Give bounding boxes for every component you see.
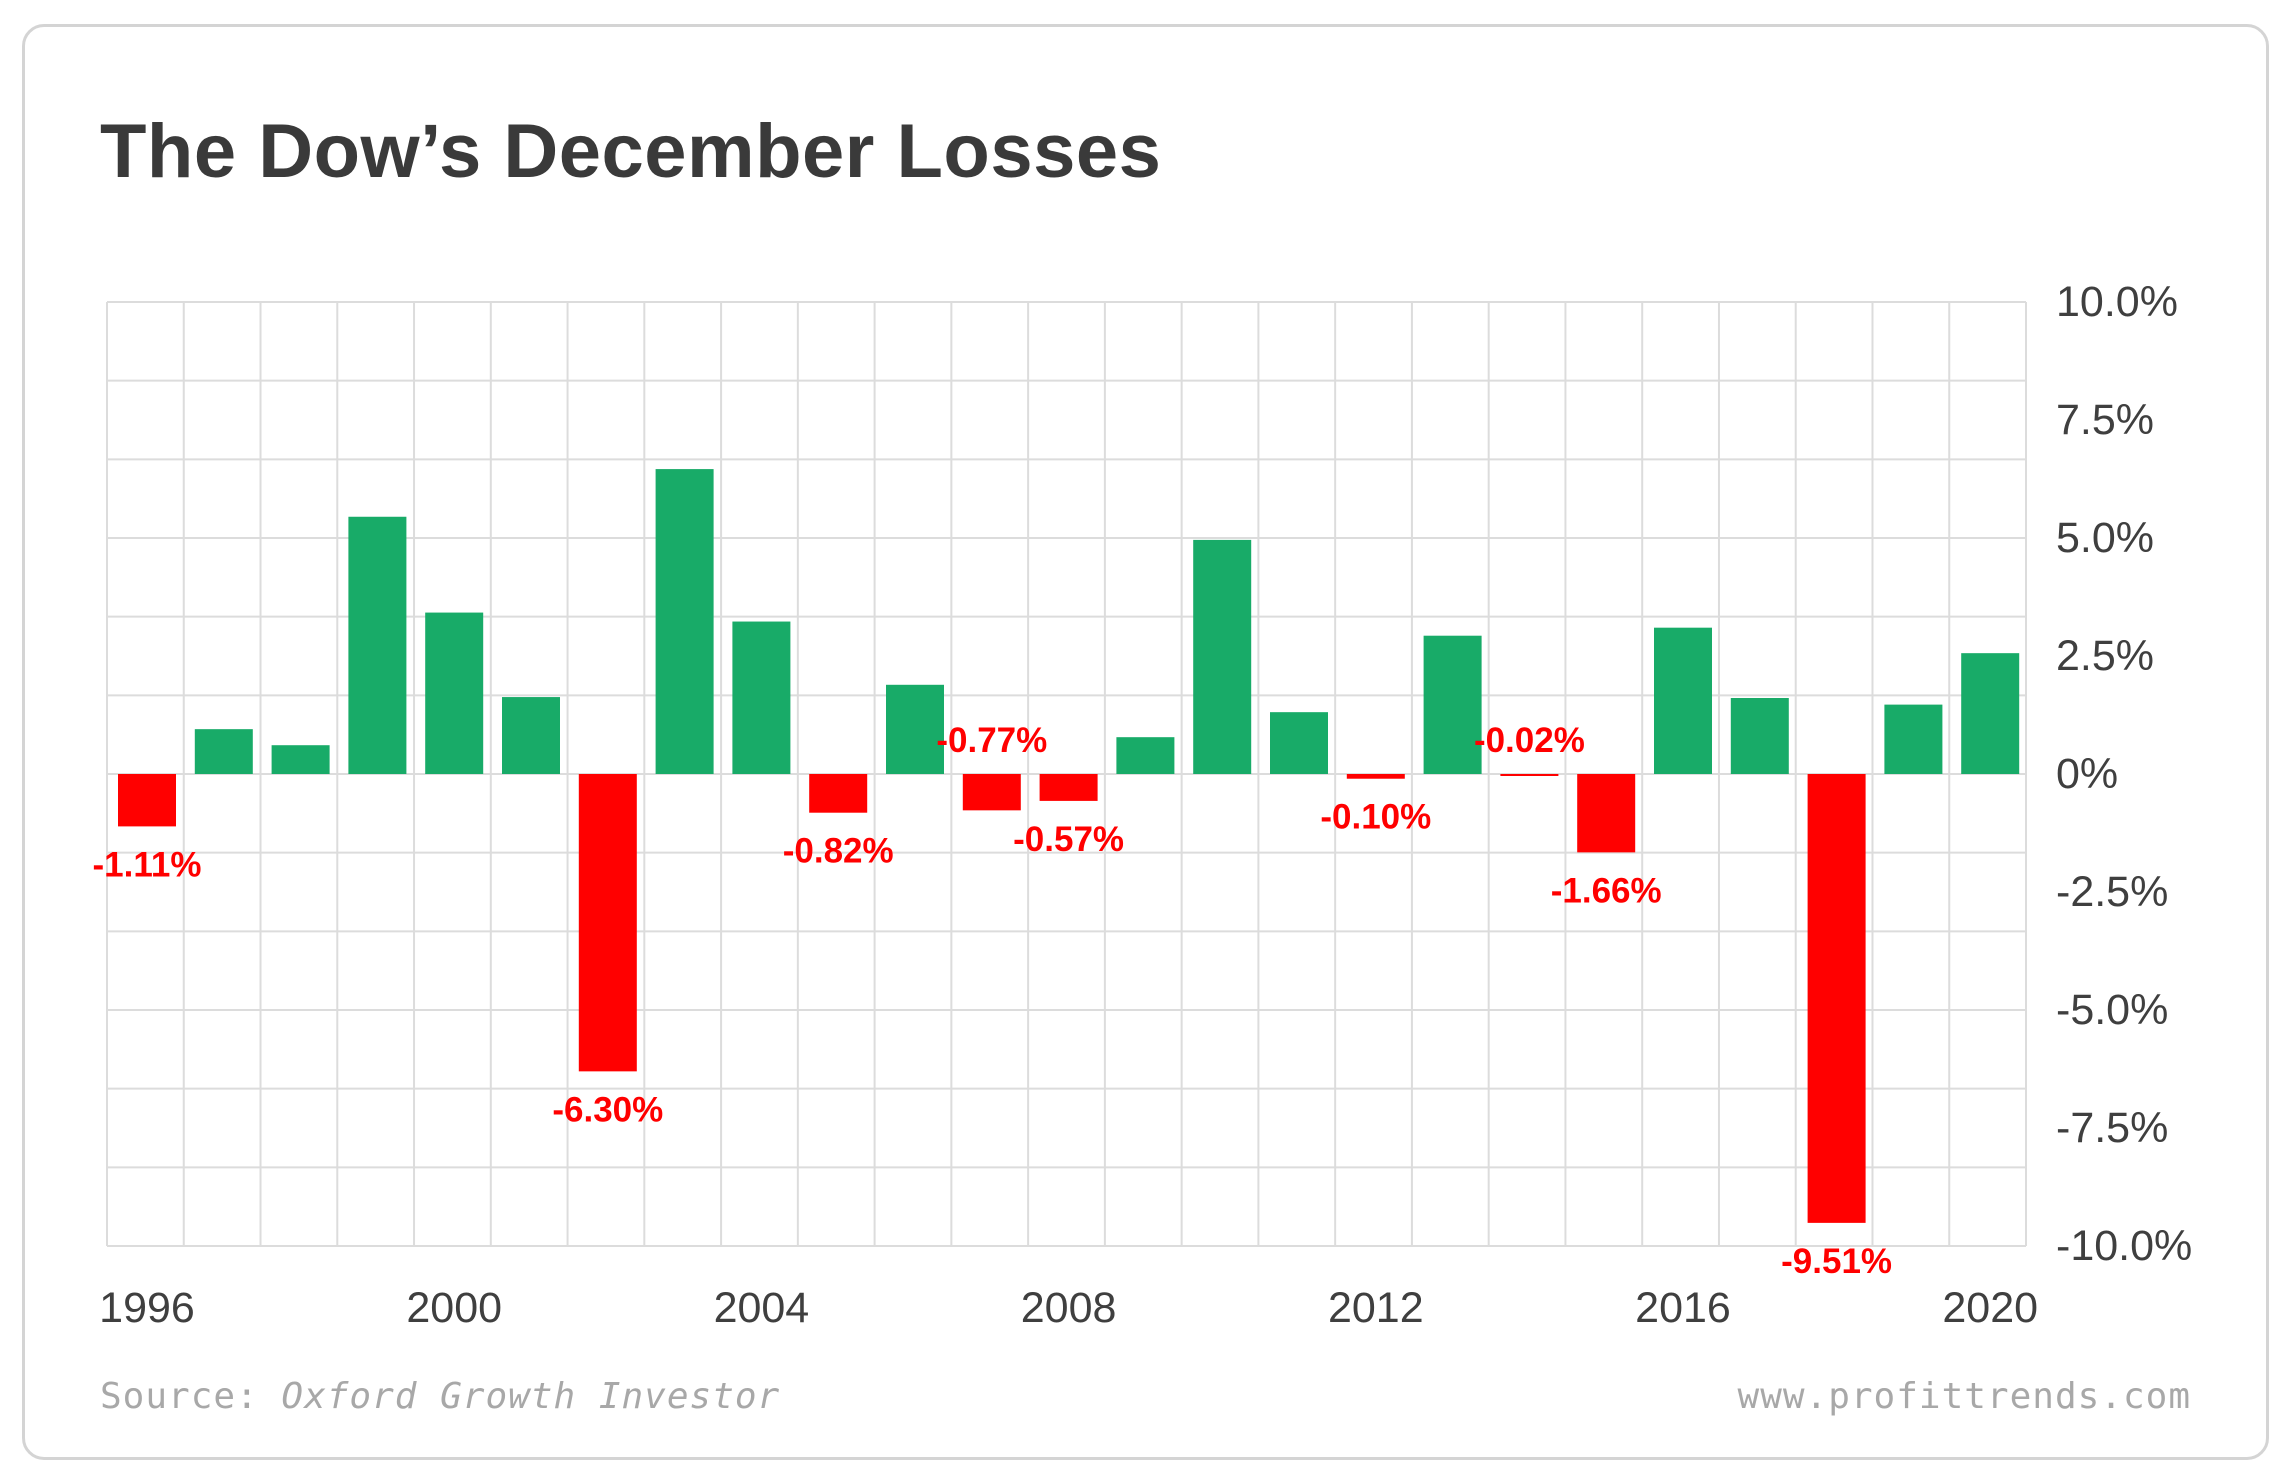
data-label-2014: -0.02% [1474, 721, 1585, 760]
bar-2004 [732, 621, 791, 774]
bar-2001 [502, 697, 560, 774]
y-tick-label: 2.5% [2056, 632, 2154, 680]
bar-1996 [118, 774, 176, 827]
y-tick-label: 0% [2056, 750, 2118, 798]
y-tick-label: -2.5% [2056, 868, 2168, 916]
bar-2000 [425, 612, 484, 774]
bar-2010 [1193, 539, 1252, 774]
x-tick-label: 2012 [1328, 1284, 1424, 1332]
y-tick-label: -7.5% [2056, 1104, 2168, 1152]
source-name: Oxford Growth Investor [281, 1376, 781, 1417]
bar-1998 [271, 745, 330, 774]
data-label-2012: -0.10% [1320, 798, 1431, 837]
bar-2003 [655, 469, 714, 774]
data-label-2007: -0.77% [936, 721, 1047, 760]
bar-1997 [194, 729, 253, 774]
bar-2013 [1423, 635, 1482, 774]
bar-2016 [1654, 627, 1712, 774]
bar-2019 [1884, 704, 1943, 774]
x-tick-label: 2008 [1021, 1284, 1117, 1332]
y-tick-label: 7.5% [2056, 396, 2154, 444]
data-label-2008: -0.57% [1013, 820, 1124, 859]
bar-2012 [1346, 774, 1405, 779]
source-prefix: Source: [100, 1376, 282, 1417]
bars [118, 469, 2020, 1223]
data-labels: -1.11% -6.30% -0.82% -0.77% -0.57% -0.10% -0.0… [93, 721, 1893, 1281]
website-url: www.profittrends.com [1737, 1376, 2191, 1417]
bar-2018 [1807, 774, 1866, 1223]
data-label-2002: -6.30% [552, 1090, 663, 1129]
bar-2002 [578, 774, 637, 1072]
bar-2020 [1961, 653, 2020, 774]
bar-2015 [1577, 774, 1636, 853]
bar-2008 [1039, 774, 1098, 801]
bar-2006 [886, 684, 944, 774]
data-label-2005: -0.82% [783, 832, 894, 871]
y-axis: 10.0% 7.5% 5.0% 2.5% 0% -2.5% -5.0% -7.5% -10.0% [2056, 278, 2192, 1270]
data-label-2018: -9.51% [1781, 1242, 1892, 1281]
bar-2014 [1500, 774, 1559, 776]
data-label-2015: -1.66% [1551, 871, 1662, 910]
x-tick-label: 2016 [1635, 1284, 1731, 1332]
y-tick-label: 10.0% [2056, 278, 2178, 326]
bar-2007 [962, 774, 1021, 811]
bar-2017 [1730, 698, 1789, 774]
bar-1999 [348, 516, 407, 774]
y-tick-label: -10.0% [2056, 1222, 2192, 1270]
x-tick-label: 2020 [1942, 1284, 2038, 1332]
bar-2005 [809, 774, 868, 813]
x-tick-label: 1996 [99, 1284, 195, 1332]
chart-title: The Dow’s December Losses [100, 109, 1162, 194]
source-note: Source: Oxford Growth Investor [100, 1376, 780, 1417]
bar-2009 [1116, 737, 1175, 774]
y-tick-label: -5.0% [2056, 986, 2168, 1034]
y-tick-label: 5.0% [2056, 514, 2154, 562]
data-label-1996: -1.11% [93, 845, 202, 884]
x-tick-label: 2004 [714, 1284, 810, 1332]
x-tick-label: 2000 [406, 1284, 502, 1332]
bar-2011 [1270, 712, 1328, 774]
x-axis: 1996 2000 2004 2008 2012 2016 2020 [99, 1284, 2038, 1332]
